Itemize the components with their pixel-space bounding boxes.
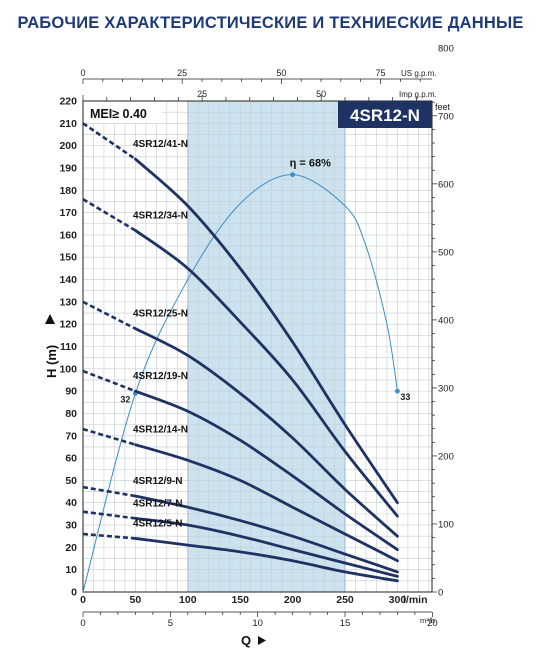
page-title: РАБОЧИЕ ХАРАКТЕРИСТИЧЕСКИЕ И ТЕХНИЕСКИЕ … xyxy=(17,14,524,32)
y-tick-label: 90 xyxy=(65,386,77,398)
pump-curve-4sr12-7-n xyxy=(134,516,399,578)
y-tick-label: 40 xyxy=(65,497,77,509)
pump-curve-dashed-4sr12-9-n xyxy=(82,485,136,498)
y-tick-label: 220 xyxy=(59,96,77,108)
x-tick-label: 50 xyxy=(130,594,142,606)
y-tick-label: 160 xyxy=(59,229,77,241)
y-tick-label: 110 xyxy=(60,341,77,353)
y-tick-label: 30 xyxy=(65,520,77,532)
y-tick-label: 200 xyxy=(59,140,77,152)
pump-curve-dashed-4sr12-5-n xyxy=(82,532,136,540)
curve-label-4sr12-7-n: 4SR12/7-N xyxy=(133,498,182,509)
m3h-tick-label: 0 xyxy=(80,618,85,629)
pump-curve-dashed-4sr12-7-n xyxy=(82,510,136,520)
pump-curve-dashed-4sr12-14-n xyxy=(82,427,136,446)
y-tick-label: 190 xyxy=(59,162,77,174)
curve-label-4sr12-9-n: 4SR12/9-N xyxy=(133,476,182,487)
curve-label-4sr12-25-n: 4SR12/25-N xyxy=(133,309,188,320)
x-tick-label: 200 xyxy=(284,594,302,606)
x-tick-label: 100 xyxy=(179,594,197,606)
feet-tick-label: 800 xyxy=(438,43,454,54)
m3h-unit-label: m³/h xyxy=(420,616,435,625)
m3h-tick-label: 20 xyxy=(427,618,438,629)
y-tick-label: 170 xyxy=(59,207,77,219)
us-gpm-tick-label: 0 xyxy=(80,68,85,78)
y-tick-label: 0 xyxy=(71,587,77,599)
curve-label-4sr12-19-n: 4SR12/19-N xyxy=(133,371,188,382)
range-marker-label-32: 32 xyxy=(120,394,130,404)
y-tick-label: 140 xyxy=(59,274,77,286)
pump-curve-4sr12-19-n xyxy=(134,389,399,551)
x-unit-label: l/min xyxy=(403,594,428,606)
y-tick-label: 50 xyxy=(65,475,77,487)
feet-tick-label: 700 xyxy=(438,111,454,122)
y-tick-label: 80 xyxy=(65,408,77,420)
feet-unit-label: feet xyxy=(435,102,451,112)
mei-box xyxy=(84,102,162,123)
curve-label-4sr12-41-n: 4SR12/41-N xyxy=(133,139,188,150)
x-tick-label: 150 xyxy=(231,594,249,606)
us-gpm-tick-label: 25 xyxy=(177,68,187,78)
curve-label-4sr12-5-n: 4SR12/5-N xyxy=(133,518,182,529)
feet-tick-label: 0 xyxy=(438,588,443,599)
y-axis-title: H (m) xyxy=(44,345,59,378)
pump-curve-dashed-4sr12-25-n xyxy=(82,300,136,330)
pump-curve-4sr12-25-n xyxy=(134,327,399,538)
feet-tick-label: 500 xyxy=(438,247,454,258)
x-axis-title: Q xyxy=(241,633,251,648)
range-marker-33 xyxy=(395,388,400,394)
us-gpm-tick-label: 75 xyxy=(376,68,386,78)
imp-gpm-tick-label: 50 xyxy=(316,89,326,99)
pump-curve-4sr12-34-n xyxy=(134,229,399,518)
pump-curve-4sr12-41-n xyxy=(134,157,399,505)
y-axis-arrow-icon xyxy=(45,314,55,324)
pump-curve-dashed-4sr12-19-n xyxy=(82,369,136,393)
x-axis-arrow-icon xyxy=(258,636,266,645)
imp-gpm-tick-label: 25 xyxy=(197,89,207,99)
efficiency-peak-marker xyxy=(290,172,296,178)
y-tick-label: 100 xyxy=(59,363,77,375)
pump-curve-4sr12-5-n xyxy=(134,537,399,583)
x-tick-label: 250 xyxy=(336,594,354,606)
m3h-tick-label: 5 xyxy=(168,618,173,629)
us-gpm-unit-label: US g.p.m. xyxy=(401,69,437,78)
pump-curve-4sr12-9-n xyxy=(134,494,399,574)
us-gpm-tick-label: 50 xyxy=(276,68,286,78)
feet-tick-label: 300 xyxy=(438,383,454,394)
y-tick-label: 70 xyxy=(65,430,77,442)
pump-curve-4sr12-14-n xyxy=(134,443,399,563)
curve-label-4sr12-14-n: 4SR12/14-N xyxy=(133,425,188,436)
model-badge-label: 4SR12-N xyxy=(350,106,420,125)
imp-gpm-unit-label: Imp g.p.m. xyxy=(399,90,437,99)
m3h-tick-label: 15 xyxy=(340,618,351,629)
y-tick-label: 130 xyxy=(59,296,77,308)
mei-label: MEI≥ 0.40 xyxy=(90,107,147,121)
y-tick-label: 60 xyxy=(65,453,77,465)
efficiency-label: η = 68% xyxy=(290,158,331,170)
y-tick-label: 20 xyxy=(65,542,77,554)
y-tick-label: 150 xyxy=(59,252,77,264)
pump-curve-dashed-4sr12-41-n xyxy=(82,122,137,161)
y-tick-label: 120 xyxy=(59,319,77,331)
y-tick-label: 210 xyxy=(59,118,77,130)
y-tick-label: 10 xyxy=(65,564,77,576)
curve-label-4sr12-34-n: 4SR12/34-N xyxy=(133,210,188,221)
feet-tick-label: 200 xyxy=(438,451,454,462)
range-marker-label-33: 33 xyxy=(400,392,410,402)
feet-tick-label: 600 xyxy=(438,179,454,190)
x-tick-label: 0 xyxy=(80,594,86,606)
feet-tick-label: 400 xyxy=(438,315,454,326)
model-badge xyxy=(338,101,432,128)
m3h-tick-label: 10 xyxy=(252,618,263,629)
feet-tick-label: 100 xyxy=(438,519,454,530)
pump-curve-dashed-4sr12-34-n xyxy=(82,198,137,232)
y-tick-label: 180 xyxy=(59,185,77,197)
x-tick-label: 300 xyxy=(389,594,407,606)
